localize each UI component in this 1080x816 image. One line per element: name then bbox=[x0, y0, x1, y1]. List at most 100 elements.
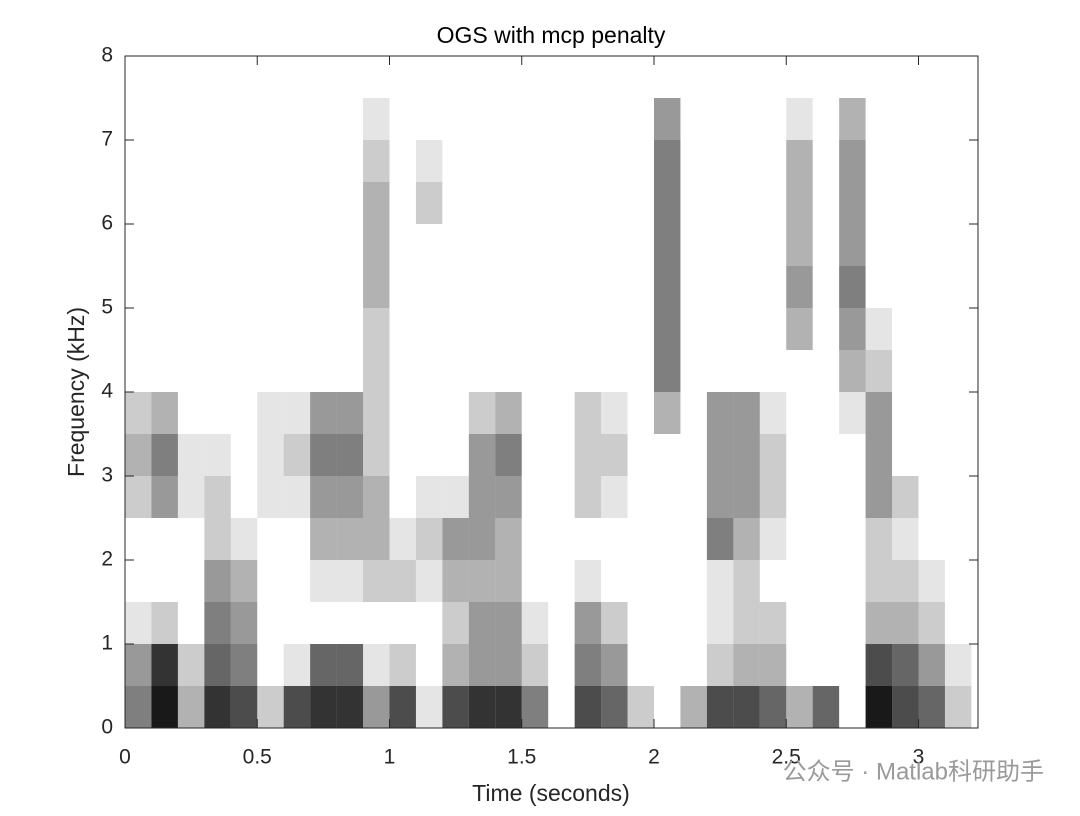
heatmap-cell bbox=[733, 140, 759, 182]
heatmap-cell bbox=[310, 140, 336, 182]
heatmap-cell bbox=[601, 98, 627, 140]
heatmap-cell bbox=[415, 140, 443, 182]
heatmap-cell bbox=[416, 644, 442, 686]
heatmap-cell bbox=[707, 140, 733, 182]
heatmap-cell bbox=[548, 140, 574, 182]
heatmap-cell bbox=[918, 98, 944, 140]
heatmap-cell bbox=[574, 434, 602, 476]
heatmap-cell bbox=[389, 602, 415, 644]
heatmap-cell bbox=[337, 266, 363, 308]
heatmap-cell bbox=[283, 476, 311, 518]
heatmap-cell bbox=[680, 98, 706, 140]
heatmap-cell bbox=[574, 392, 602, 434]
heatmap-cell bbox=[310, 308, 336, 350]
heatmap-cell bbox=[495, 308, 521, 350]
heatmap-cell bbox=[813, 350, 839, 392]
heatmap-cell bbox=[178, 182, 204, 224]
heatmap-cell bbox=[680, 602, 706, 644]
heatmap-cell bbox=[601, 182, 627, 224]
heatmap-cell bbox=[813, 644, 839, 686]
heatmap-cell bbox=[521, 644, 549, 686]
heatmap-cell bbox=[813, 602, 839, 644]
heatmap-cell bbox=[706, 434, 734, 476]
heatmap-cell bbox=[257, 266, 283, 308]
heatmap-cell bbox=[204, 140, 230, 182]
heatmap-cell bbox=[865, 602, 893, 644]
heatmap-cell bbox=[522, 56, 548, 98]
heatmap-cell bbox=[601, 350, 627, 392]
heatmap-cell bbox=[865, 518, 893, 560]
heatmap-cell bbox=[706, 644, 734, 686]
heatmap-cell bbox=[310, 476, 337, 518]
heatmap-cell bbox=[257, 392, 284, 434]
heatmap-cell bbox=[151, 140, 177, 182]
heatmap-cell bbox=[521, 686, 549, 728]
heatmap-cell bbox=[178, 98, 204, 140]
heatmap-cell bbox=[733, 686, 760, 728]
heatmap-cell bbox=[336, 434, 364, 476]
heatmap-cell bbox=[733, 182, 759, 224]
heatmap-cell bbox=[707, 98, 733, 140]
heatmap-cell bbox=[653, 224, 681, 266]
heatmap-cell bbox=[918, 434, 944, 476]
heatmap-cell bbox=[759, 518, 787, 560]
heatmap-cell bbox=[918, 602, 945, 644]
heatmap-cell bbox=[653, 98, 681, 140]
heatmap-cell bbox=[707, 56, 733, 98]
heatmap-cell bbox=[522, 350, 548, 392]
heatmap-cell bbox=[680, 476, 706, 518]
heatmap-cell bbox=[442, 476, 469, 518]
heatmap-cell bbox=[839, 350, 866, 392]
heatmap-cell bbox=[363, 644, 390, 686]
heatmap-cell bbox=[230, 602, 258, 644]
heatmap-cell bbox=[786, 686, 813, 728]
heatmap-cell bbox=[945, 560, 971, 602]
heatmap-cell bbox=[151, 518, 177, 560]
heatmap-cell bbox=[389, 644, 416, 686]
x-tick-label: 0 bbox=[119, 746, 131, 769]
heatmap-cell bbox=[363, 434, 390, 476]
heatmap-cell bbox=[257, 98, 283, 140]
heatmap-cell bbox=[310, 224, 336, 266]
heatmap-cell bbox=[231, 266, 257, 308]
heatmap-cell bbox=[786, 560, 812, 602]
heatmap-cell bbox=[654, 518, 680, 560]
heatmap-cell bbox=[601, 602, 628, 644]
heatmap-cell bbox=[522, 518, 548, 560]
heatmap-cell bbox=[125, 686, 152, 728]
heatmap-cell bbox=[125, 140, 151, 182]
heatmap-cell bbox=[918, 224, 944, 266]
heatmap-cell bbox=[548, 644, 574, 686]
heatmap-cell bbox=[707, 182, 733, 224]
heatmap-cell bbox=[257, 224, 283, 266]
heatmap-cell bbox=[469, 308, 495, 350]
heatmap-cell bbox=[151, 392, 178, 434]
heatmap-cell bbox=[601, 140, 627, 182]
heatmap-cell bbox=[548, 224, 574, 266]
heatmap-cell bbox=[839, 560, 865, 602]
heatmap-cell bbox=[813, 56, 839, 98]
heatmap-cell bbox=[865, 350, 893, 392]
heatmap-cell bbox=[628, 602, 654, 644]
y-tick-label: 5 bbox=[101, 296, 113, 319]
heatmap-cell bbox=[522, 266, 548, 308]
heatmap-cell bbox=[389, 266, 415, 308]
heatmap-cell bbox=[310, 644, 337, 686]
heatmap-cell bbox=[653, 140, 681, 182]
heatmap-cell bbox=[468, 392, 496, 434]
heatmap-cell bbox=[865, 644, 893, 686]
heatmap-cell bbox=[204, 434, 231, 476]
heatmap-cell bbox=[389, 350, 415, 392]
heatmap-cell bbox=[125, 602, 152, 644]
heatmap-cell bbox=[178, 308, 204, 350]
heatmap-cell bbox=[283, 644, 311, 686]
heatmap-cell bbox=[204, 602, 231, 644]
heatmap-cell bbox=[760, 266, 786, 308]
heatmap-cell bbox=[548, 56, 574, 98]
y-tick-label: 3 bbox=[101, 464, 113, 487]
heatmap-cell bbox=[945, 434, 971, 476]
heatmap-cell bbox=[892, 224, 918, 266]
heatmap-cell bbox=[178, 224, 204, 266]
heatmap-cell bbox=[468, 602, 496, 644]
